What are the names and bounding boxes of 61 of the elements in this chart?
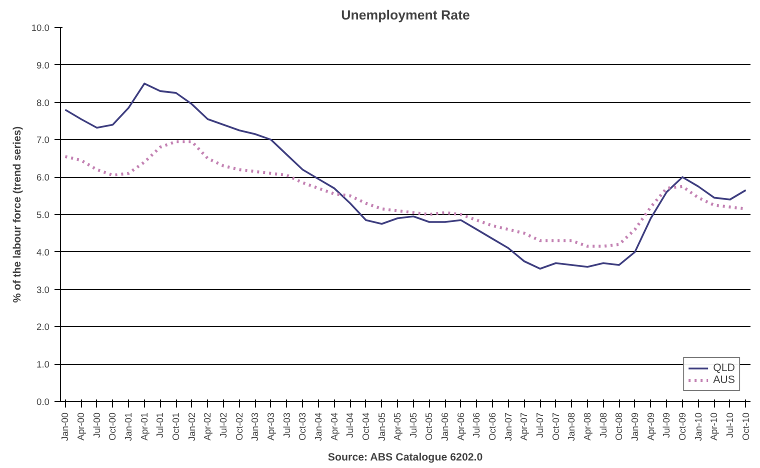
x-tick-label: Oct-00	[108, 412, 118, 440]
x-tick-label: Jan-06	[440, 412, 450, 442]
x-tick-label: Jul-04	[345, 412, 356, 438]
x-tick-label: Apr-07	[519, 412, 530, 440]
x-tick-label: Oct-05	[424, 412, 434, 440]
x-tick-label: Jan-08	[566, 412, 577, 442]
x-tick-label: Oct-02	[234, 412, 244, 440]
x-tick-label: Jul-08	[598, 412, 608, 438]
x-tick-label: Jan-03	[250, 412, 260, 442]
x-tick-label: Oct-08	[614, 412, 624, 440]
x-tick-label: Jul-05	[408, 412, 418, 438]
legend-label: AUS	[713, 374, 735, 386]
x-tick-label: Apr-05	[392, 412, 403, 440]
x-tick-label: Jan-09	[630, 412, 640, 442]
x-tick-label: Oct-10	[740, 412, 751, 440]
x-tick-label: Apr-10	[709, 412, 720, 440]
x-tick-label: Jan-05	[376, 412, 387, 442]
y-tick-label: 9.0	[36, 60, 50, 70]
x-tick-label: Apr-09	[646, 412, 656, 440]
x-tick-label: Oct-09	[677, 412, 688, 440]
chart-title: Unemployment Rate	[341, 8, 470, 22]
x-tick-label: Jul-07	[535, 412, 546, 438]
x-tick-label: Jul-09	[662, 412, 672, 438]
x-tick-label: Jul-06	[472, 412, 482, 438]
x-tick-label: Jul-03	[282, 412, 292, 438]
x-tick-label: Jan-04	[313, 412, 324, 442]
x-tick-label: Apr-04	[329, 412, 340, 440]
line-series	[64, 82, 747, 270]
y-tick-label: 10.0	[31, 23, 50, 33]
y-tick-label: 3.0	[36, 284, 50, 295]
y-tick-label: 4.0	[36, 247, 50, 258]
x-tick-label: Apr-02	[202, 412, 213, 440]
x-tick-label: Jul-00	[92, 412, 102, 438]
x-tick-label: Oct-01	[171, 412, 182, 440]
x-tick-label: Oct-04	[360, 412, 371, 440]
x-tick-label: Oct-03	[298, 412, 308, 440]
x-tick-label: Jan-00	[60, 412, 70, 442]
x-tick-label: Apr-00	[76, 412, 86, 440]
y-tick-label: 1.0	[36, 360, 50, 370]
legend-label: QLD	[713, 362, 735, 374]
y-tick-label: 6.0	[36, 172, 50, 183]
y-axis-title: % of the labour force (trend series)	[11, 126, 24, 303]
x-tick-label: Apr-01	[139, 412, 150, 440]
x-tick-label: Jul-01	[155, 412, 166, 438]
y-tick-label: 0.0	[36, 397, 50, 407]
x-tick-label: Apr-03	[266, 412, 276, 440]
x-tick-label: Jan-07	[503, 412, 514, 442]
x-tick-label: Jul-10	[724, 412, 735, 438]
x-tick-label: Jul-02	[218, 412, 229, 438]
x-tick-label: Oct-06	[488, 412, 498, 440]
y-tick-label: 7.0	[36, 135, 50, 146]
x-tick-label: Apr-08	[582, 412, 592, 440]
y-tick-label: 5.0	[36, 210, 50, 220]
y-tick-label: 8.0	[36, 98, 50, 108]
source-note: Source: ABS Catalogue 6202.0	[328, 452, 483, 464]
x-tick-label: Jan-10	[693, 412, 704, 442]
x-tick-label: Jan-01	[124, 412, 134, 442]
x-tick-label: Oct-07	[550, 412, 561, 440]
x-tick-label: Jan-02	[186, 412, 197, 442]
y-tick-label: 2.0	[36, 322, 50, 332]
x-tick-label: Apr-06	[456, 412, 466, 440]
